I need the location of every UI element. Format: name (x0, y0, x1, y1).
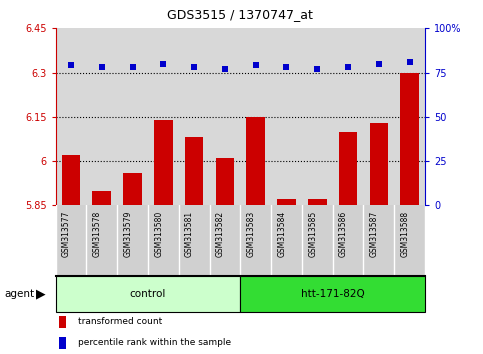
Text: GSM313582: GSM313582 (216, 211, 225, 257)
Bar (400, 73, 419, 205)
Text: GSM313588: GSM313588 (400, 211, 410, 257)
Text: transformed count: transformed count (78, 317, 162, 326)
Point (221, 66, 229, 72)
Bar (59, 316, 66, 328)
Text: percentile rank within the sample: percentile rank within the sample (78, 338, 231, 348)
Point (283, 64, 290, 70)
Text: GDS3515 / 1370747_at: GDS3515 / 1370747_at (167, 8, 313, 21)
Text: GSM313578: GSM313578 (93, 211, 102, 257)
Text: GSM313580: GSM313580 (154, 211, 163, 257)
Bar (92, 190, 111, 205)
Bar (240, 276, 425, 312)
Point (252, 63, 259, 68)
Text: GSM313584: GSM313584 (277, 211, 286, 257)
Point (190, 64, 198, 70)
Text: GSM313586: GSM313586 (339, 211, 348, 257)
Bar (215, 158, 234, 205)
Point (128, 64, 136, 70)
Text: control: control (130, 289, 166, 299)
Bar (246, 117, 265, 205)
Bar (308, 199, 327, 205)
Text: GSM313579: GSM313579 (124, 211, 132, 257)
Bar (369, 123, 388, 205)
Point (67, 63, 75, 68)
Text: GSM313587: GSM313587 (370, 211, 379, 257)
Bar (339, 132, 357, 205)
Bar (62, 155, 80, 205)
Point (313, 66, 321, 72)
Text: GSM313583: GSM313583 (247, 211, 256, 257)
Text: GSM313585: GSM313585 (308, 211, 317, 257)
Bar (154, 120, 172, 205)
Bar (59, 337, 66, 349)
Bar (277, 199, 296, 205)
Text: agent: agent (5, 289, 35, 299)
Bar (185, 137, 203, 205)
Bar (56, 276, 241, 312)
Point (344, 64, 352, 70)
Text: GSM313577: GSM313577 (62, 211, 71, 257)
Point (406, 59, 413, 65)
Text: ▶: ▶ (36, 287, 46, 300)
Point (375, 61, 383, 67)
Text: htt-171-82Q: htt-171-82Q (301, 289, 365, 299)
Point (98, 64, 106, 70)
Point (159, 61, 167, 67)
Bar (123, 173, 142, 205)
Text: GSM313581: GSM313581 (185, 211, 194, 257)
